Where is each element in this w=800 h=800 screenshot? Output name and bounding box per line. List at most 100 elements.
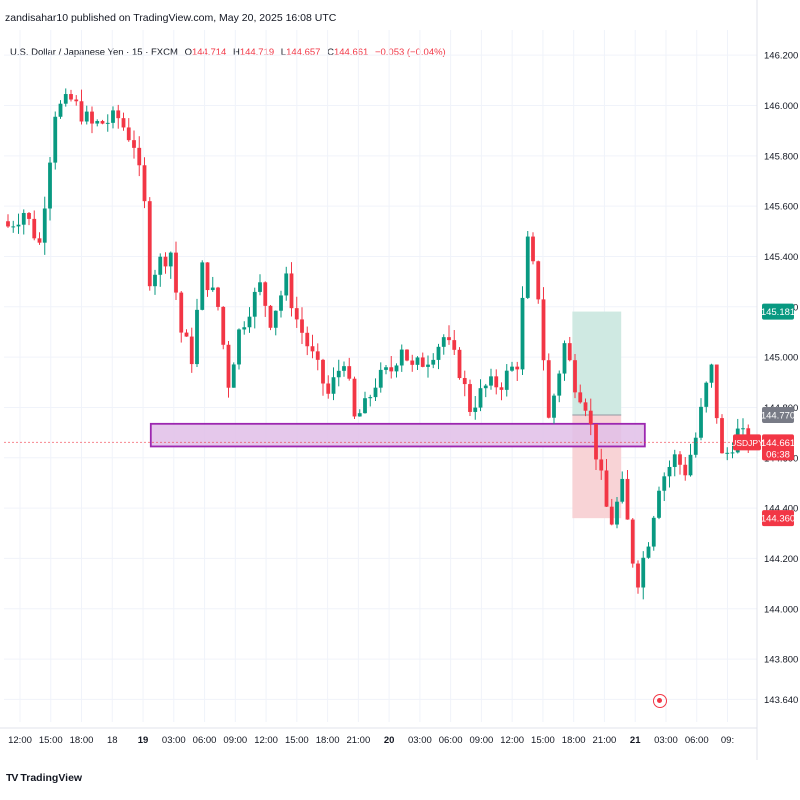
candle-body	[730, 452, 735, 454]
candle-body	[63, 94, 68, 104]
candle-body	[636, 563, 640, 588]
publisher-line: zandisahar10 published on TradingView.co…	[5, 12, 337, 24]
candle-body	[741, 428, 745, 430]
candle-body	[667, 466, 672, 477]
candle-body	[431, 359, 436, 365]
candle-body	[405, 349, 409, 361]
candle-body	[594, 424, 598, 460]
candle-body	[384, 367, 388, 370]
candle-body	[111, 110, 115, 123]
ohlc-legend: U.S. Dollar / Japanese Yen · 15 · FXCM O…	[10, 47, 446, 58]
candle-body	[515, 366, 520, 370]
candle-body	[42, 208, 47, 243]
candle-body	[105, 122, 110, 124]
y-tick-label: 143.800	[764, 655, 798, 666]
candle-body	[310, 346, 315, 352]
candle-body	[625, 478, 630, 520]
candle-body	[352, 378, 357, 417]
candle-body	[452, 340, 457, 350]
candle-body	[704, 382, 709, 407]
candle-body	[336, 370, 341, 378]
candle-body	[16, 224, 21, 227]
candle-body	[630, 519, 635, 564]
x-tick-label: 21	[630, 735, 641, 746]
candle-body	[58, 103, 63, 117]
candle-body	[242, 327, 247, 330]
candle-body	[378, 369, 383, 388]
candle-body	[520, 297, 525, 370]
candle-body	[153, 274, 157, 287]
y-tick-label: 146.000	[764, 101, 798, 112]
x-tick-label: 09:00	[470, 735, 494, 746]
candle-body	[693, 437, 698, 455]
stop-price-label-bg	[762, 510, 794, 527]
candle-body	[510, 366, 514, 371]
candle-body	[231, 364, 236, 388]
candle-body	[95, 121, 100, 124]
candle-body	[163, 256, 168, 267]
candle-body	[37, 238, 42, 243]
candle-body	[126, 127, 131, 141]
candle-body	[279, 295, 283, 311]
x-tick-label: 09:	[721, 735, 734, 746]
x-tick-label: 21:00	[346, 735, 370, 746]
candle-body	[90, 111, 94, 124]
candle-body	[294, 308, 299, 320]
candle-body	[331, 377, 336, 394]
candle-body	[604, 470, 609, 507]
y-tick-label: 145.800	[764, 151, 798, 162]
candle-body	[142, 165, 147, 202]
y-tick-label: 144.000	[764, 604, 798, 615]
candle-body	[573, 360, 577, 393]
candle-body	[121, 118, 126, 128]
candle-body	[725, 452, 730, 454]
x-tick-label: 15:00	[39, 735, 63, 746]
candle-body	[688, 454, 693, 476]
candle-body	[578, 392, 583, 403]
x-tick-label: 09:00	[223, 735, 247, 746]
y-tick-label: 145.000	[764, 353, 798, 364]
candle-body	[536, 261, 541, 300]
candle-body	[363, 398, 367, 414]
x-tick-label: 06:00	[193, 735, 217, 746]
x-tick-label: 06:00	[685, 735, 709, 746]
y-tick-label: 145.400	[764, 252, 798, 263]
candle-body	[494, 376, 499, 388]
y-tick-label: 145.600	[764, 202, 798, 213]
candle-body	[552, 395, 556, 418]
high-label: H	[232, 47, 240, 58]
candle-body	[462, 378, 467, 385]
symbol-tag-bg	[733, 434, 761, 451]
close-label: C	[327, 47, 334, 58]
candle-body	[609, 506, 614, 525]
close-value: 144.661	[333, 47, 369, 58]
brand-footer: TV TradingView	[6, 772, 82, 784]
candle-body	[699, 406, 703, 438]
candle-body	[620, 478, 625, 502]
candle-body	[263, 282, 268, 306]
candle-body	[100, 121, 105, 124]
target-price-label-bg	[762, 303, 794, 320]
entry-price-label-bg	[762, 407, 794, 424]
candle-body	[531, 236, 535, 262]
target-price-label: 145.181	[761, 307, 795, 318]
candle-body	[615, 501, 619, 525]
candle-body	[683, 464, 688, 476]
candle-body	[641, 557, 646, 588]
x-tick-label: 06:00	[439, 735, 463, 746]
alert-icon[interactable]	[653, 694, 667, 708]
candle-body	[651, 517, 656, 547]
candle-body	[489, 376, 493, 386]
candle-body	[247, 316, 252, 328]
x-tick-label: 12:00	[500, 735, 524, 746]
candle-body	[368, 397, 373, 399]
candle-body	[147, 201, 152, 287]
symbol-tag: USDJPY	[730, 438, 764, 448]
brand-name: TradingView	[20, 772, 83, 784]
candle-body	[646, 546, 651, 558]
candle-body	[179, 292, 184, 333]
x-tick-label: 20	[384, 735, 395, 746]
candle-body	[468, 384, 472, 412]
candle-body	[567, 343, 572, 361]
